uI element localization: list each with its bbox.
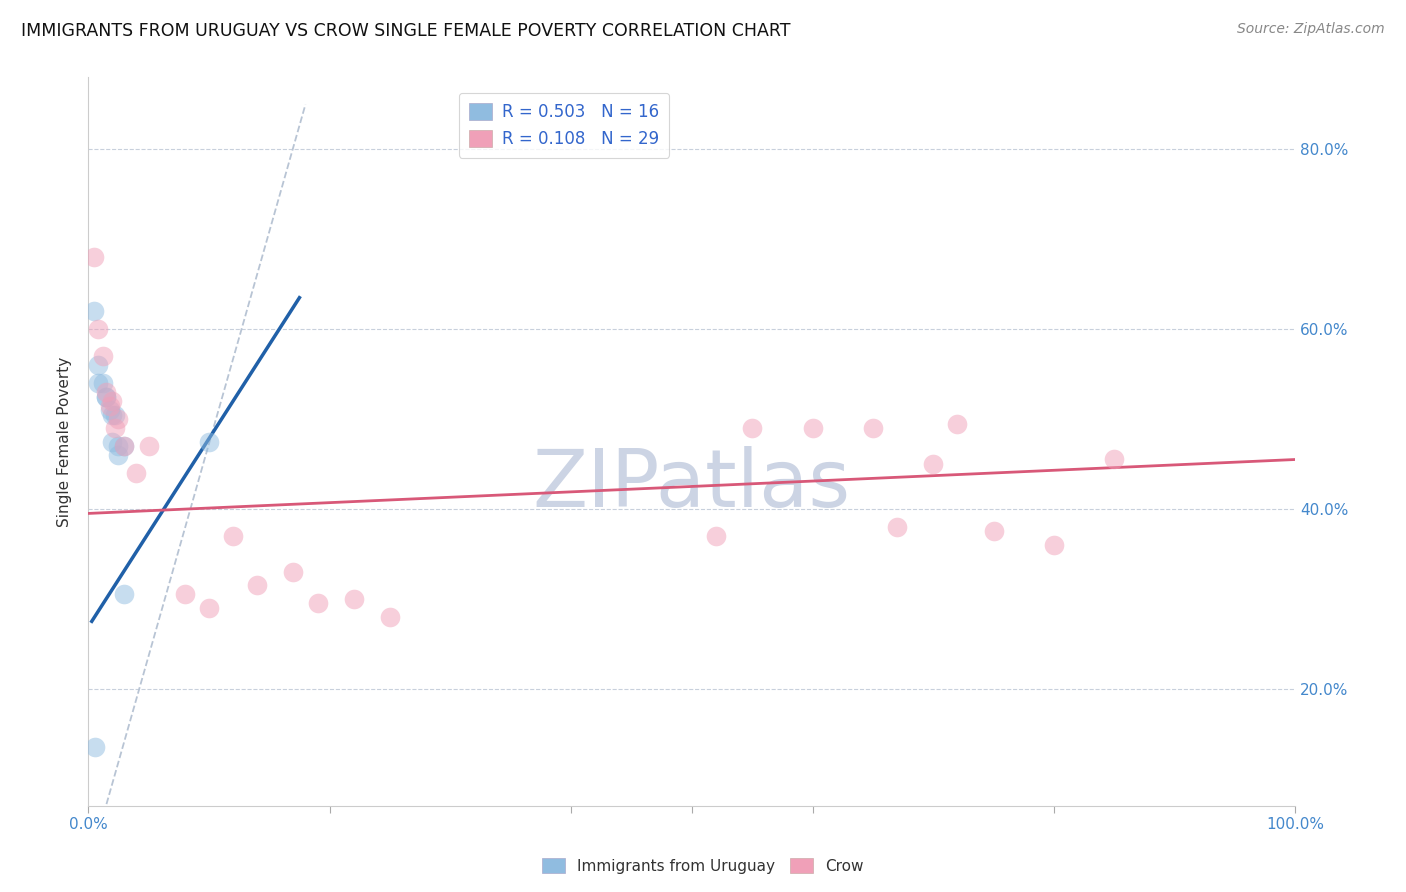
Point bbox=[741, 421, 763, 435]
Point bbox=[138, 439, 160, 453]
Point bbox=[83, 250, 105, 264]
Text: ZIPatlas: ZIPatlas bbox=[533, 446, 851, 524]
Point bbox=[98, 399, 121, 413]
Point bbox=[246, 578, 269, 592]
Legend: R = 0.503   N = 16, R = 0.108   N = 29: R = 0.503 N = 16, R = 0.108 N = 29 bbox=[458, 93, 669, 158]
Point bbox=[107, 439, 129, 453]
Point bbox=[91, 349, 114, 363]
Point bbox=[946, 417, 969, 431]
Point bbox=[343, 591, 366, 606]
Point bbox=[922, 457, 945, 471]
Point bbox=[101, 394, 124, 409]
Point bbox=[283, 565, 305, 579]
Point bbox=[84, 740, 107, 755]
Point bbox=[198, 434, 221, 449]
Point bbox=[107, 448, 129, 462]
Point bbox=[107, 412, 129, 426]
Point bbox=[222, 529, 245, 543]
Point bbox=[704, 529, 727, 543]
Point bbox=[101, 408, 124, 422]
Point bbox=[87, 376, 110, 390]
Point bbox=[87, 322, 110, 336]
Point bbox=[125, 466, 148, 480]
Text: IMMIGRANTS FROM URUGUAY VS CROW SINGLE FEMALE POVERTY CORRELATION CHART: IMMIGRANTS FROM URUGUAY VS CROW SINGLE F… bbox=[21, 22, 790, 40]
Y-axis label: Single Female Poverty: Single Female Poverty bbox=[58, 357, 72, 526]
Point bbox=[83, 304, 105, 318]
Point bbox=[112, 587, 135, 601]
Point bbox=[96, 390, 118, 404]
Point bbox=[307, 596, 329, 610]
Point bbox=[87, 358, 110, 372]
Point bbox=[101, 434, 124, 449]
Point bbox=[173, 587, 195, 601]
Point bbox=[983, 524, 1005, 539]
Point bbox=[378, 609, 401, 624]
Point bbox=[198, 600, 221, 615]
Point bbox=[112, 439, 135, 453]
Point bbox=[112, 439, 135, 453]
Point bbox=[96, 390, 118, 404]
Text: Source: ZipAtlas.com: Source: ZipAtlas.com bbox=[1237, 22, 1385, 37]
Point bbox=[886, 520, 908, 534]
Legend: Immigrants from Uruguay, Crow: Immigrants from Uruguay, Crow bbox=[536, 852, 870, 880]
Point bbox=[801, 421, 824, 435]
Point bbox=[1104, 452, 1126, 467]
Point bbox=[104, 408, 127, 422]
Point bbox=[91, 376, 114, 390]
Point bbox=[1043, 538, 1066, 552]
Point bbox=[96, 385, 118, 400]
Point bbox=[98, 403, 121, 417]
Point bbox=[104, 421, 127, 435]
Point bbox=[862, 421, 884, 435]
